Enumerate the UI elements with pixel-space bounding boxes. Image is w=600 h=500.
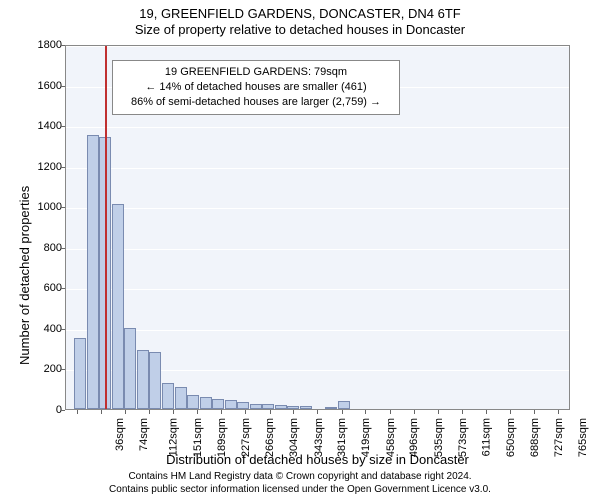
- marker-line: [105, 46, 107, 409]
- gridline: [66, 208, 569, 209]
- histogram-bar: [212, 399, 224, 409]
- y-tick-label: 400: [44, 323, 62, 335]
- x-tick-mark: [342, 410, 343, 414]
- y-tick-mark: [61, 369, 65, 370]
- y-tick-label: 800: [44, 242, 62, 254]
- histogram-bar: [87, 135, 99, 409]
- y-tick-mark: [61, 45, 65, 46]
- gridline: [66, 289, 569, 290]
- x-tick-mark: [534, 410, 535, 414]
- x-tick-mark: [197, 410, 198, 414]
- x-tick-mark: [221, 410, 222, 414]
- x-tick-mark: [125, 410, 126, 414]
- footer-line-1: Contains HM Land Registry data © Crown c…: [0, 471, 600, 484]
- x-tick-mark: [390, 410, 391, 414]
- y-tick-mark: [61, 207, 65, 208]
- histogram-bar: [287, 406, 299, 409]
- page-title-subtitle: Size of property relative to detached ho…: [0, 22, 600, 37]
- histogram-bar: [237, 402, 249, 409]
- x-tick-mark: [173, 410, 174, 414]
- y-tick-mark: [61, 410, 65, 411]
- histogram-bar: [300, 406, 312, 409]
- x-tick-mark: [317, 410, 318, 414]
- x-tick-mark: [77, 410, 78, 414]
- y-tick-mark: [61, 248, 65, 249]
- x-tick-mark: [558, 410, 559, 414]
- plot-area: 19 GREENFIELD GARDENS: 79sqm← 14% of det…: [65, 45, 570, 410]
- gridline: [66, 127, 569, 128]
- histogram-bar: [225, 400, 237, 409]
- y-tick-mark: [61, 86, 65, 87]
- x-tick-mark: [510, 410, 511, 414]
- y-tick-mark: [61, 288, 65, 289]
- footer-attribution: Contains HM Land Registry data © Crown c…: [0, 471, 600, 496]
- histogram-bar: [175, 387, 187, 409]
- histogram-bar: [124, 328, 136, 409]
- y-tick-mark: [61, 126, 65, 127]
- histogram-bar: [74, 338, 86, 409]
- histogram-bar: [250, 404, 262, 409]
- x-tick-label: 112sqm: [167, 418, 179, 456]
- x-tick-label: 36sqm: [114, 418, 126, 451]
- histogram-bar: [338, 401, 350, 409]
- x-tick-mark: [270, 410, 271, 414]
- y-tick-label: 1600: [38, 80, 62, 92]
- annotation-line: 19 GREENFIELD GARDENS: 79sqm: [121, 65, 391, 80]
- y-tick-mark: [61, 167, 65, 168]
- x-tick-label: 74sqm: [138, 418, 150, 451]
- x-tick-mark: [101, 410, 102, 414]
- x-tick-label: 611sqm: [480, 418, 492, 456]
- gridline: [66, 168, 569, 169]
- x-tick-mark: [462, 410, 463, 414]
- x-tick-mark: [414, 410, 415, 414]
- histogram-bar: [112, 204, 124, 409]
- chart-container: 19 GREENFIELD GARDENS: 79sqm← 14% of det…: [65, 45, 570, 410]
- title-block: 19, GREENFIELD GARDENS, DONCASTER, DN4 6…: [0, 0, 600, 37]
- histogram-bar: [187, 395, 199, 409]
- histogram-bar: [162, 383, 174, 409]
- y-tick-label: 1800: [38, 39, 62, 51]
- x-tick-mark: [293, 410, 294, 414]
- x-tick-mark: [486, 410, 487, 414]
- page-title-address: 19, GREENFIELD GARDENS, DONCASTER, DN4 6…: [0, 6, 600, 21]
- histogram-bar: [149, 352, 161, 409]
- histogram-bar: [262, 404, 274, 409]
- y-tick-label: 1200: [38, 161, 62, 173]
- y-tick-mark: [61, 329, 65, 330]
- x-tick-mark: [438, 410, 439, 414]
- histogram-bar: [325, 407, 337, 409]
- histogram-bar: [137, 350, 149, 409]
- histogram-bar: [275, 405, 287, 409]
- x-tick-mark: [365, 410, 366, 414]
- gridline: [66, 46, 569, 47]
- footer-line-2: Contains public sector information licen…: [0, 484, 600, 497]
- gridline: [66, 249, 569, 250]
- x-tick-mark: [149, 410, 150, 414]
- x-tick-label: 765sqm: [577, 418, 589, 457]
- x-axis-label: Distribution of detached houses by size …: [65, 452, 570, 467]
- annotation-line: ← 14% of detached houses are smaller (46…: [121, 80, 391, 95]
- x-tick-mark: [245, 410, 246, 414]
- y-axis-label: Number of detached properties: [17, 186, 32, 365]
- annotation-line: 86% of semi-detached houses are larger (…: [121, 95, 391, 110]
- y-tick-label: 600: [44, 282, 62, 294]
- annotation-box: 19 GREENFIELD GARDENS: 79sqm← 14% of det…: [112, 60, 400, 115]
- y-tick-label: 1400: [38, 120, 62, 132]
- histogram-bar: [200, 397, 212, 409]
- y-tick-label: 200: [44, 363, 62, 375]
- gridline: [66, 330, 569, 331]
- y-tick-label: 1000: [38, 201, 62, 213]
